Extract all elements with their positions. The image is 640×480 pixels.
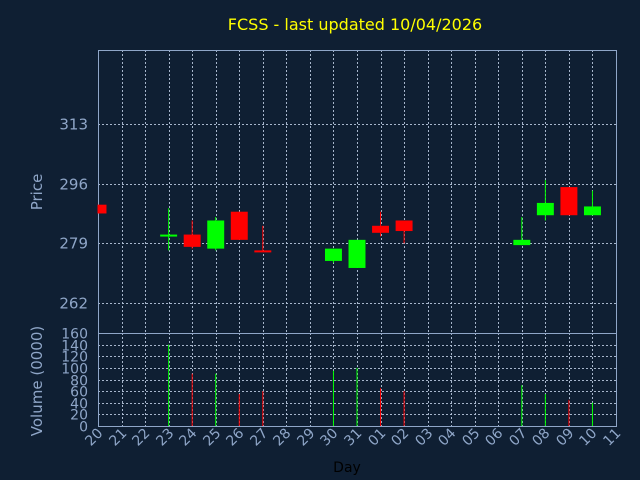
day-tick-label: 30 [317, 426, 341, 450]
candles [97, 180, 601, 268]
day-tick-label: 08 [529, 426, 553, 450]
day-tick-label: 28 [270, 426, 294, 450]
candle-body [583, 206, 601, 216]
candle-body [230, 211, 248, 240]
volume-tick-label: 160 [61, 327, 88, 343]
day-tick-label: 22 [129, 426, 153, 450]
day-tick-label: 04 [435, 425, 459, 449]
candle-body [372, 225, 390, 233]
day-tick-labels: 20 21 22 23 24 25 26 27 28 29 30 31 01 02 03 04 05 06 07 08… [82, 425, 624, 449]
day-tick-label: 01 [365, 426, 389, 450]
day-tick-label: 26 [223, 425, 247, 449]
price-tick-label: 279 [59, 235, 88, 253]
day-tick-label: 09 [553, 426, 577, 450]
volume-tick-label: 40 [70, 397, 88, 413]
volume-panel-frame [98, 333, 617, 427]
volume-tick-label: 120 [61, 350, 88, 366]
price-tick-labels: 262 279 296 313 [59, 116, 88, 313]
candle-body [160, 234, 178, 237]
day-tick-label: 03 [412, 426, 436, 450]
candle-body [324, 248, 342, 261]
day-axis-label: Day [333, 460, 361, 476]
candle-body [348, 239, 366, 268]
day-tick-label: 11 [600, 426, 624, 450]
volume-tick-label: 20 [70, 408, 88, 424]
candle-body [513, 239, 531, 246]
candle-body [183, 234, 201, 247]
day-tick-label: 31 [341, 426, 365, 450]
candle-body [98, 204, 107, 214]
volume-tick-label: 100 [61, 362, 88, 378]
candle-body [536, 202, 554, 216]
day-tick-label: 27 [247, 426, 271, 450]
volume-tick-label: 60 [70, 385, 88, 401]
candle-body [254, 250, 272, 253]
volume-bars [168, 344, 593, 426]
chart-title: FCSS - last updated 10/04/2026 [228, 15, 482, 34]
day-tick-label: 10 [576, 426, 600, 450]
price-tick-label: 313 [59, 116, 88, 134]
day-tick-label: 29 [294, 426, 318, 450]
candle-body [207, 220, 225, 249]
candle-body [395, 220, 413, 232]
price-axis-label: Price [28, 174, 46, 211]
day-tick-label: 02 [388, 426, 412, 450]
volume-tick-label: 0 [79, 420, 88, 436]
price-tick-label: 296 [59, 176, 88, 194]
day-tick-label: 23 [153, 426, 177, 450]
day-tick-label: 07 [506, 426, 530, 450]
volume-axis-label: Volume (0000) [28, 326, 46, 436]
price-tick-label: 262 [59, 295, 88, 313]
volume-tick-label: 80 [70, 374, 88, 390]
day-tick-label: 24 [176, 425, 200, 449]
day-tick-label: 06 [482, 425, 506, 449]
day-tick-label: 21 [106, 426, 130, 450]
day-tick-label: 25 [200, 426, 224, 450]
day-tick-label: 05 [459, 426, 483, 450]
volume-tick-label: 140 [61, 339, 88, 355]
candle-body [560, 187, 578, 216]
